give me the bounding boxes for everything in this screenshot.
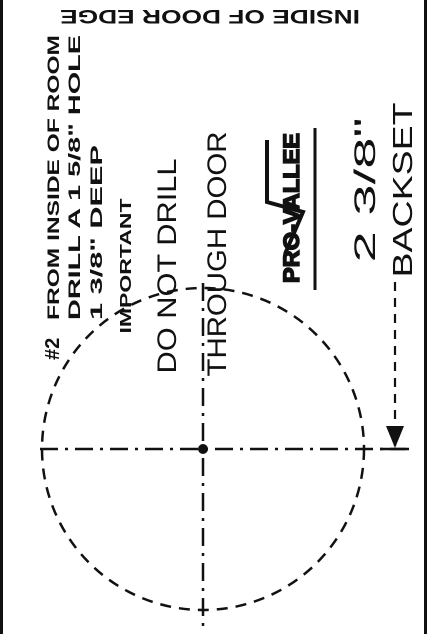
center-point xyxy=(198,444,208,454)
through-door-text: THROUGH DOOR xyxy=(202,132,232,377)
right-frame-edge xyxy=(424,0,427,634)
door-edge-label: INSIDE OF DOOR EDGE xyxy=(60,5,360,26)
backset-label: BACKSET xyxy=(387,103,418,278)
instruction-line-1: FROM INSIDE OF ROOM xyxy=(44,35,63,320)
step-number: #2 xyxy=(42,338,64,360)
backset-dimension: 2 3/8" BACKSET xyxy=(349,103,418,278)
important-label: IMPORTANT xyxy=(118,198,135,333)
instruction-line-3: 1 3/8" DEEP xyxy=(87,145,106,320)
brand-logo-text: PRO-VALLEE xyxy=(279,133,304,283)
left-frame-edge xyxy=(0,0,3,634)
brand-logo: PRO-VALLEE xyxy=(265,128,317,290)
instruction-line-2: DRILL A 1 5/8" HOLE xyxy=(65,35,84,320)
brand-logo-swoosh xyxy=(265,140,306,255)
backset-value: 2 3/8" xyxy=(349,118,382,263)
drill-warning: IMPORTANT DO NOT DRILL THROUGH DOOR xyxy=(118,132,232,377)
backset-arrow-icon xyxy=(386,426,404,448)
drilling-instructions: #2 FROM INSIDE OF ROOM DRILL A 1 5/8" HO… xyxy=(42,35,106,360)
door-edge-header: INSIDE OF DOOR EDGE xyxy=(60,5,360,26)
do-not-drill-text: DO NOT DRILL xyxy=(152,159,182,374)
